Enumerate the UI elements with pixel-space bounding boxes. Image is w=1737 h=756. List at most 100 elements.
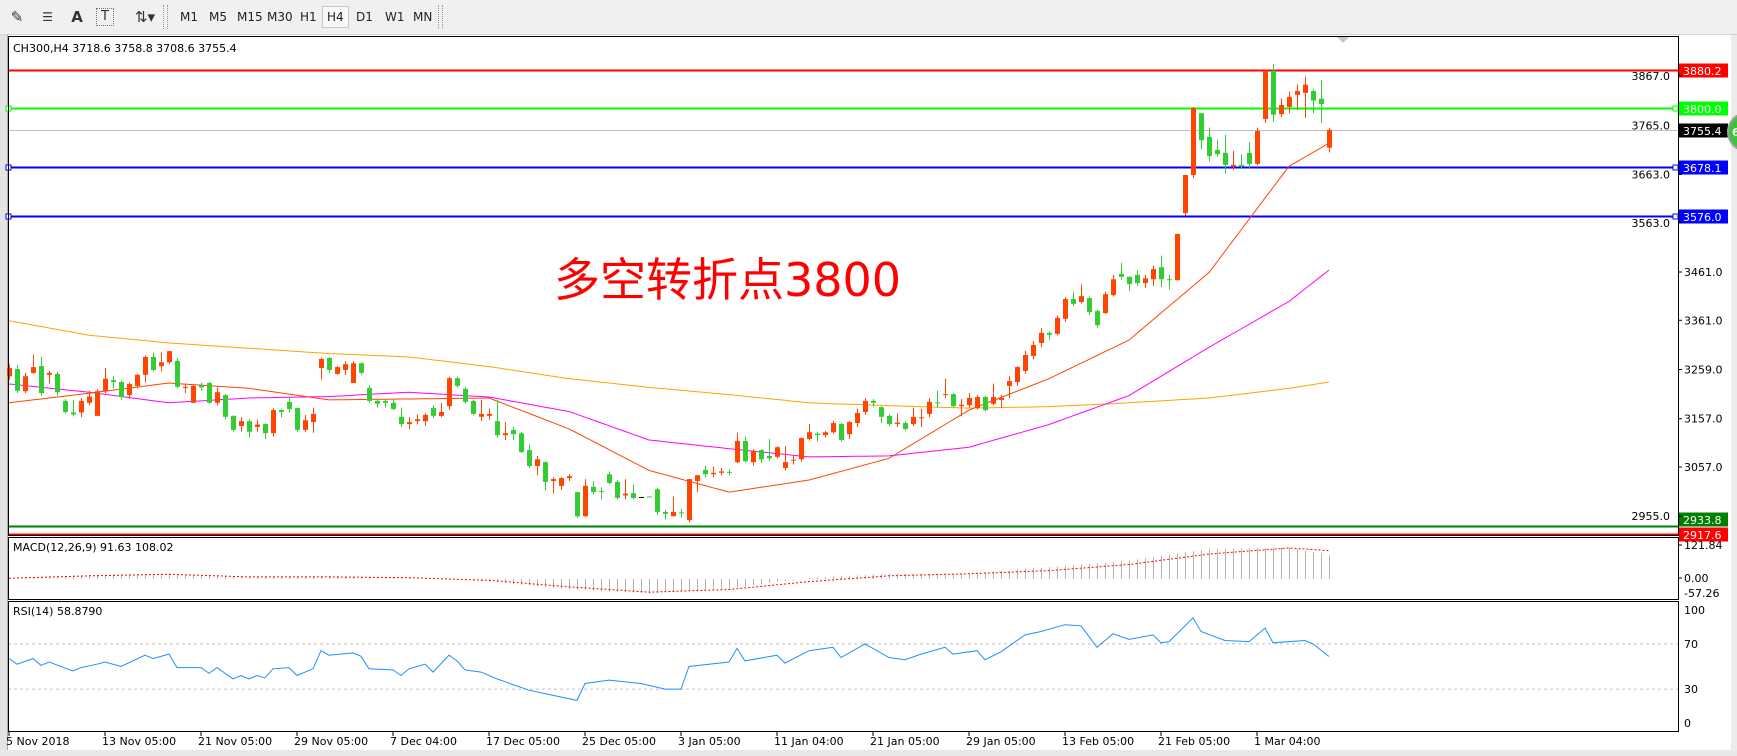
candle (1143, 274, 1148, 288)
candle-body (823, 432, 828, 436)
candle-body (287, 401, 292, 410)
time-label: 7 Dec 04:00 (390, 735, 457, 748)
time-label: 25 Dec 05:00 (582, 735, 656, 748)
candle (247, 419, 252, 438)
time-label: 21 Nov 05:00 (198, 735, 272, 748)
candle (1159, 255, 1164, 287)
candle (679, 509, 684, 518)
candle (327, 356, 332, 373)
candle (47, 370, 52, 384)
candle (511, 426, 516, 440)
candle-body (703, 469, 708, 475)
candle-body (815, 433, 820, 436)
candle-body (1039, 332, 1044, 343)
candle (231, 415, 236, 432)
level-price-box (1679, 160, 1728, 175)
time-label: 5 Nov 2018 (6, 735, 69, 748)
candle (703, 465, 708, 478)
window-bottom-edge (0, 750, 1737, 756)
elliott-wave-icon[interactable]: ✎ (10, 8, 24, 26)
candle-body (471, 400, 476, 414)
fibonacci-icon[interactable]: ☰ (42, 10, 53, 24)
candle (687, 479, 692, 523)
candle-body (1223, 152, 1228, 165)
line-handle[interactable] (1672, 105, 1679, 112)
timeframe-h4[interactable]: H4 (322, 6, 349, 28)
candle (1151, 265, 1156, 286)
timeframe-mn[interactable]: MN (413, 10, 433, 24)
candle (647, 496, 652, 498)
candle-body (863, 400, 868, 412)
candle (23, 372, 28, 394)
chart-annotation: 多空转折点3800 (554, 253, 902, 307)
candle-body (511, 429, 516, 435)
candle-body (1255, 131, 1260, 164)
candle (127, 382, 132, 399)
candle (447, 376, 452, 410)
candle (911, 407, 916, 426)
candle (1007, 376, 1012, 398)
candle-body (919, 417, 924, 419)
timeframe-m5[interactable]: M5 (209, 10, 227, 24)
candle-body (327, 357, 332, 370)
shift-marker-icon[interactable] (1337, 37, 1349, 43)
candle-body (1047, 332, 1052, 335)
candle-body (151, 356, 156, 370)
candle-body (839, 424, 844, 440)
candle (319, 357, 324, 380)
trade-badge[interactable]: 69 (1727, 113, 1737, 151)
candle (927, 397, 932, 418)
candle-body (1079, 296, 1084, 302)
text-label-icon[interactable]: T (96, 8, 114, 26)
candle (903, 421, 908, 431)
candle (1047, 331, 1052, 341)
candle-body (1247, 152, 1252, 164)
text-icon[interactable]: A (71, 8, 83, 26)
candle (87, 390, 92, 406)
toolbar: ✎ ☰ A T ⇅▾ M1 M5 M15 M30 H1 H4 D1 W1 MN (0, 0, 1737, 35)
timeframe-h1[interactable]: H1 (300, 10, 317, 24)
candle (999, 395, 1004, 408)
time-axis: 5 Nov 2018 13 Nov 05:00 21 Nov 05:00 29 Nov… (6, 731, 1320, 748)
candle-body (895, 422, 900, 425)
candle (727, 469, 732, 476)
timeframe-m1[interactable]: M1 (180, 10, 198, 24)
candle (15, 365, 20, 394)
candle-body (743, 440, 748, 462)
candle (791, 455, 796, 465)
candle-body (399, 416, 404, 425)
candle (1095, 309, 1100, 328)
time-label: 21 Feb 05:00 (1158, 735, 1230, 748)
candle (615, 480, 620, 500)
candle-body (559, 478, 564, 486)
candle-body (343, 364, 348, 370)
candle (823, 430, 828, 438)
level-price-label: 2933.8 (1683, 514, 1722, 527)
candle-body (1015, 367, 1020, 383)
rsi-panel-frame (8, 601, 1679, 732)
candle (279, 408, 284, 418)
candle (415, 414, 420, 425)
line-handle[interactable] (1672, 164, 1679, 171)
rsi-tick-label: 0 (1684, 717, 1691, 730)
candle (487, 408, 492, 420)
candle (599, 487, 604, 500)
candle-body (207, 383, 212, 403)
candle-body (303, 420, 308, 430)
candle-body (831, 423, 836, 433)
candle-body (519, 433, 524, 453)
timeframe-m30[interactable]: M30 (267, 10, 293, 24)
candle-body (1063, 299, 1068, 319)
candle-body (255, 424, 260, 427)
line-handle[interactable] (1672, 213, 1679, 220)
candle (439, 402, 444, 418)
level-price-box (1679, 63, 1728, 78)
timeframe-m15[interactable]: M15 (237, 10, 263, 24)
level-price-box (1679, 209, 1728, 224)
timeframe-d1[interactable]: D1 (356, 10, 373, 24)
macd-signal-line (8, 547, 1330, 593)
timeframe-w1[interactable]: W1 (385, 10, 405, 24)
candle-body (223, 395, 228, 417)
arrows-icon[interactable]: ⇅▾ (134, 8, 156, 26)
